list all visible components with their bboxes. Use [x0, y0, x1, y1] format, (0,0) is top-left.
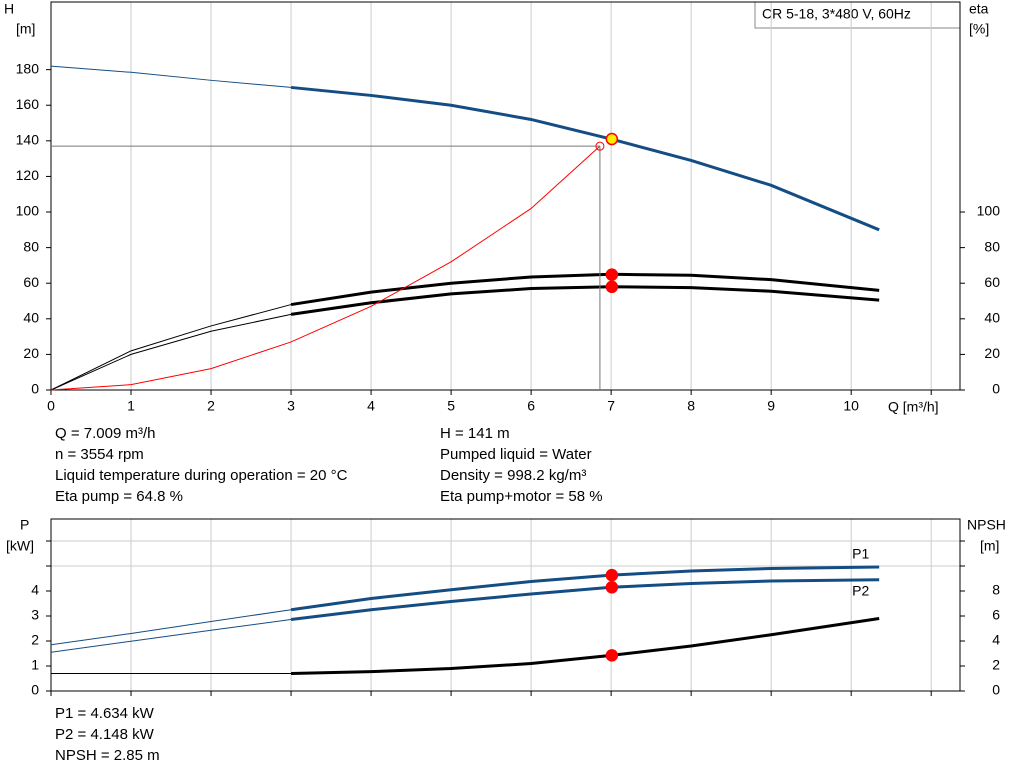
- info-text: n = 3554 rpm: [55, 446, 144, 463]
- operating-point: [605, 649, 619, 662]
- info-text: Eta pump = 64.8 %: [55, 488, 183, 505]
- y2-axis-unit: [m]: [980, 538, 999, 554]
- info-text: Eta pump+motor = 58 %: [440, 488, 603, 505]
- y-tick-label: 0: [31, 682, 39, 698]
- y-tick-label: 60: [23, 274, 39, 290]
- y2-tick-label: 40: [984, 310, 1000, 326]
- y2-axis-label: NPSH: [967, 517, 1006, 533]
- info-text: H = 141 m: [440, 425, 510, 442]
- x-tick-label: 9: [767, 398, 775, 414]
- curve-thin: [50, 313, 292, 391]
- info-text: Liquid temperature during operation = 20…: [55, 467, 348, 484]
- y-tick-label: 140: [16, 132, 40, 148]
- info-text: P1 = 4.634 kW: [55, 705, 155, 722]
- info-text: P2 = 4.148 kW: [55, 726, 155, 743]
- curve: [50, 145, 601, 391]
- info-text: Q = 7.009 m³/h: [55, 425, 155, 442]
- y-axis-unit: [m]: [16, 21, 35, 37]
- y2-tick-label: 2: [992, 657, 1000, 673]
- y2-tick-label: 8: [992, 582, 1000, 598]
- title-box: [754, 1, 961, 29]
- x-tick-label: 3: [287, 398, 295, 414]
- operating-point: [605, 132, 619, 146]
- y2-axis-label: eta: [969, 1, 989, 17]
- y-tick-label: 160: [16, 96, 40, 112]
- y-tick-label: 1: [31, 657, 39, 673]
- x-tick-label: 1: [127, 398, 135, 414]
- x-tick-label: 7: [607, 398, 615, 414]
- y-tick-label: 40: [23, 310, 39, 326]
- info-text: Density = 998.2 kg/m³: [440, 467, 586, 484]
- series-label: P2: [852, 582, 869, 598]
- plot-frame: [50, 1, 961, 391]
- y2-tick-label: 60: [984, 274, 1000, 290]
- y-axis-label: P: [20, 517, 29, 533]
- y2-tick-label: 6: [992, 607, 1000, 623]
- curve: [290, 285, 880, 316]
- operating-point: [605, 280, 619, 294]
- y-tick-label: 2: [31, 632, 39, 648]
- x-tick-label: 5: [447, 398, 455, 414]
- curve-thin: [50, 619, 292, 653]
- y2-tick-label: 80: [984, 238, 1000, 254]
- y-tick-label: 3: [31, 607, 39, 623]
- plot-frame: [50, 518, 961, 692]
- curve: [291, 617, 880, 675]
- curve-thin: [50, 304, 292, 391]
- y-tick-label: 4: [31, 582, 39, 598]
- y-axis-unit: [kW]: [6, 538, 34, 554]
- y-tick-label: 0: [31, 381, 39, 397]
- curve: [290, 578, 880, 621]
- curve: [290, 565, 880, 612]
- operating-point: [605, 581, 619, 594]
- operating-point: [605, 568, 619, 582]
- x-tick-label: 0: [47, 398, 55, 414]
- x-axis-label: Q [m³/h]: [888, 399, 939, 415]
- series-label: P1: [852, 546, 869, 562]
- x-tick-label: 10: [843, 398, 859, 414]
- y2-tick-label: 0: [992, 381, 1000, 397]
- chart-title: CR 5-18, 3*480 V, 60Hz: [762, 6, 911, 22]
- info-text: NPSH = 2.85 m: [55, 747, 160, 764]
- x-tick-label: 8: [687, 398, 695, 414]
- y2-tick-label: 0: [992, 682, 1000, 698]
- info-bottom: P1 = 4.634 kW P2 = 4.148 kW NPSH = 2.85 …: [55, 705, 160, 764]
- y2-tick-label: 4: [992, 632, 1000, 648]
- x-tick-label: 6: [527, 398, 535, 414]
- operating-point: [605, 268, 619, 281]
- y-tick-label: 180: [16, 60, 40, 76]
- y-axis-label: H: [4, 1, 14, 17]
- y-tick-label: 120: [16, 167, 40, 183]
- info-text: Pumped liquid = Water: [440, 446, 592, 463]
- x-tick-label: 2: [207, 398, 215, 414]
- y-tick-label: 20: [23, 345, 39, 361]
- y2-tick-label: 20: [984, 345, 1000, 361]
- y2-axis-unit: [%]: [969, 21, 989, 37]
- y2-tick-label: 100: [977, 203, 1001, 219]
- guide-point: [595, 141, 605, 151]
- y-tick-label: 100: [16, 203, 40, 219]
- curve-thin: [50, 65, 292, 88]
- info-top: Q = 7.009 m³/h n = 3554 rpm Liquid tempe…: [55, 425, 603, 505]
- curve-thin: [50, 609, 292, 646]
- curve: [290, 272, 880, 307]
- x-tick-label: 4: [367, 398, 375, 414]
- curve: [290, 85, 880, 232]
- y-tick-label: 80: [23, 238, 39, 254]
